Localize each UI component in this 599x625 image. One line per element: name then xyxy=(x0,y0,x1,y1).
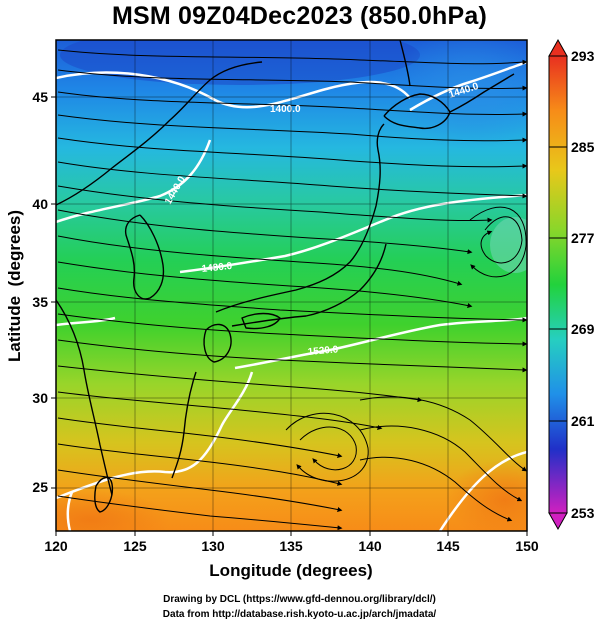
x-tick-label: 130 xyxy=(201,538,225,554)
colorbar-bar xyxy=(548,55,568,514)
streamline xyxy=(57,339,527,373)
streamline xyxy=(359,396,527,472)
y-tick-label: 45 xyxy=(32,89,48,105)
contour-line xyxy=(409,60,527,112)
colorbar-tick-label: 277 xyxy=(571,230,595,246)
credit-drawing: Drawing by DCL (https://www.gfd-dennou.o… xyxy=(163,594,436,605)
colorbar-tick-label: 253 xyxy=(571,505,595,521)
streamline xyxy=(57,161,527,199)
axis-ticks xyxy=(51,96,528,536)
coastline-kyushu xyxy=(203,323,232,363)
streamline xyxy=(469,206,527,278)
streamline xyxy=(57,91,527,117)
contour-line xyxy=(56,71,411,109)
streamline xyxy=(57,137,527,169)
streamline xyxy=(57,209,473,255)
temperature-field xyxy=(56,40,527,531)
x-tick-label: 150 xyxy=(515,538,539,554)
page-title: MSM 09Z04Dec2023 (850.0hPa) xyxy=(111,2,488,30)
colorbar: 293 285 277 269 261 253 xyxy=(548,38,595,531)
colorbar-tick-label: 261 xyxy=(571,413,595,429)
streamline xyxy=(359,425,523,502)
height-contours xyxy=(56,60,527,531)
x-tick-labels: 120 125 130 135 140 145 150 xyxy=(44,538,539,554)
x-tick-label: 145 xyxy=(436,538,460,554)
coastline-asia-mainland xyxy=(56,61,263,206)
streamline xyxy=(299,426,357,471)
x-axis-label: Longitude (degrees) xyxy=(209,561,372,580)
coastlines xyxy=(56,40,515,513)
contour-line xyxy=(438,450,527,531)
colorbar-bottom-triangle xyxy=(548,512,568,531)
map-panel: 1400.0 1440.0 1440.0 1480.0 1520.0 120 1… xyxy=(5,38,595,580)
contour-line xyxy=(56,316,116,327)
streamline xyxy=(57,49,527,65)
coastline-honshu xyxy=(215,123,385,313)
y-tick-label: 25 xyxy=(32,479,48,495)
streamline xyxy=(57,261,473,308)
y-tick-label: 35 xyxy=(32,294,48,310)
contour-label: 1520.0 xyxy=(307,344,339,358)
streamline xyxy=(480,216,523,264)
streamline xyxy=(57,365,423,403)
streamline xyxy=(359,456,513,522)
coastline-taiwan xyxy=(94,476,114,513)
y-tick-label: 30 xyxy=(32,390,48,406)
colorbar-tick-label: 269 xyxy=(571,321,595,337)
x-tick-label: 135 xyxy=(279,538,303,554)
streamline xyxy=(57,287,527,323)
streamline xyxy=(57,469,343,512)
contour-label: 1480.0 xyxy=(201,261,233,275)
contour-line xyxy=(56,371,254,500)
coastline-korea xyxy=(124,214,165,300)
coastline-ryukyu xyxy=(171,371,197,479)
coastline-sakhalin xyxy=(399,40,411,87)
streamline xyxy=(57,114,527,143)
coastline-china-coast xyxy=(56,299,113,496)
contour-line xyxy=(66,491,74,531)
streamline xyxy=(57,235,463,286)
coastline-shikoku xyxy=(241,312,281,330)
streamline xyxy=(57,185,493,223)
coastline-honshu-south xyxy=(231,243,387,327)
grid-lines xyxy=(56,40,527,531)
credit-data-source: Data from http://database.rish.kyoto-u.a… xyxy=(162,609,437,620)
wind-streamlines xyxy=(57,49,527,531)
x-tick-label: 140 xyxy=(358,538,382,554)
contour-line xyxy=(179,193,527,274)
colorbar-tick-label: 285 xyxy=(571,139,595,155)
contour-label: 1400.0 xyxy=(270,104,301,115)
y-axis-label: Latitude (degrees) xyxy=(5,210,24,362)
y-tick-label: 40 xyxy=(32,196,48,212)
streamline xyxy=(57,495,343,531)
streamline xyxy=(57,443,343,486)
x-tick-label: 125 xyxy=(123,538,147,554)
colorbar-top-triangle xyxy=(548,38,568,57)
streamline xyxy=(57,417,343,458)
streamline xyxy=(285,412,369,482)
streamline xyxy=(57,69,527,91)
contour-line xyxy=(56,139,212,224)
x-tick-label: 120 xyxy=(44,538,68,554)
coastline-kuril xyxy=(449,73,515,113)
y-tick-labels: 25 30 35 40 45 xyxy=(32,89,48,495)
colorbar-tick-label: 293 xyxy=(571,48,595,64)
contour-line xyxy=(234,316,527,370)
streamline xyxy=(57,313,527,347)
